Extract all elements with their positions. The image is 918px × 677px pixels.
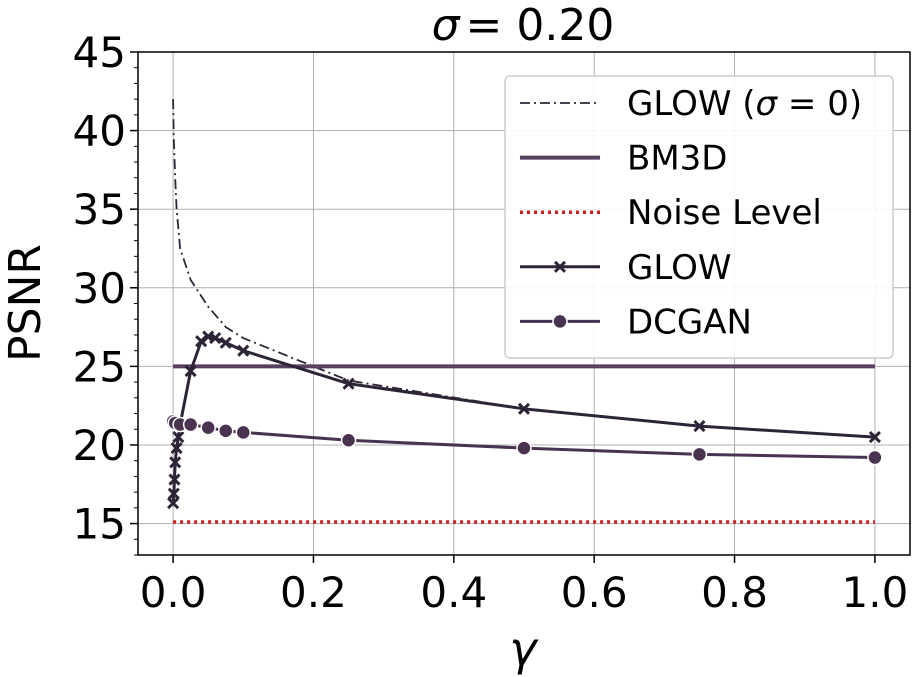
- series-line-glow: [171, 335, 876, 504]
- dcgan-point: [867, 449, 883, 466]
- legend-marker: [552, 313, 568, 330]
- glow-point: [517, 402, 531, 415]
- glow-point: [167, 487, 180, 500]
- x-axis-label: γ: [509, 622, 539, 676]
- dcgan-point: [235, 424, 252, 441]
- x-tick-label: 0.4: [420, 568, 487, 617]
- glow-point: [184, 365, 197, 378]
- x-tick-label: 0.2: [280, 568, 347, 617]
- dcgan-point: [516, 440, 532, 456]
- dcgan-point: [200, 419, 216, 436]
- glow-point: [342, 377, 355, 390]
- chart-title-sigma: σ: [432, 0, 461, 51]
- legend-label: Noise Level: [627, 193, 822, 233]
- y-tick-label: 40: [73, 107, 126, 156]
- dcgan-point: [340, 432, 357, 449]
- x-tick-label: 0.6: [561, 568, 628, 617]
- glow-point: [170, 442, 183, 455]
- y-axis-label: PSNR: [0, 244, 51, 362]
- y-tick-label: 35: [73, 185, 126, 234]
- y-tick-label: 20: [73, 421, 126, 470]
- glow-point: [237, 344, 250, 357]
- legend-label: GLOW: [627, 248, 731, 288]
- chart-title-value: = 0.20: [466, 0, 615, 51]
- glow-point: [172, 431, 185, 444]
- legend: GLOW (σ = 0) BM3D Noise Level GLOW DCGAN: [504, 75, 894, 359]
- x-tick-label: 0.0: [140, 568, 207, 617]
- glow-point: [209, 332, 222, 345]
- dcgan-point: [217, 423, 234, 439]
- legend-marker: [553, 260, 567, 273]
- axes: 0.0 0.2 0.4 0.6 0.8 1.0 15 20 25 30 35 40 45: [73, 28, 911, 617]
- glow-point: [168, 473, 181, 486]
- glow-point: [169, 456, 182, 469]
- y-tick-label: 15: [73, 500, 126, 549]
- legend-box: [504, 75, 894, 359]
- glow-point: [167, 497, 180, 510]
- axes-frame: [137, 51, 911, 556]
- y-tick-label: 45: [73, 28, 126, 77]
- legend-label: DCGAN: [627, 302, 752, 342]
- plot-area: [165, 99, 883, 524]
- x-tick-label: 1.0: [842, 568, 909, 617]
- glow-point: [195, 335, 208, 348]
- legend-label: BM3D: [627, 139, 727, 179]
- y-tick-label: 30: [73, 264, 126, 313]
- legend-label: GLOW (σ = 0): [627, 84, 862, 124]
- x-tick-label: 0.8: [701, 568, 768, 617]
- glow-point: [219, 336, 232, 349]
- glow-point: [868, 431, 881, 444]
- glow-point: [693, 420, 706, 433]
- y-tick-label: 25: [73, 342, 126, 391]
- dcgan-point: [691, 446, 708, 463]
- dcgan-point: [182, 416, 199, 433]
- chart-title: σ = 0.20: [432, 0, 615, 51]
